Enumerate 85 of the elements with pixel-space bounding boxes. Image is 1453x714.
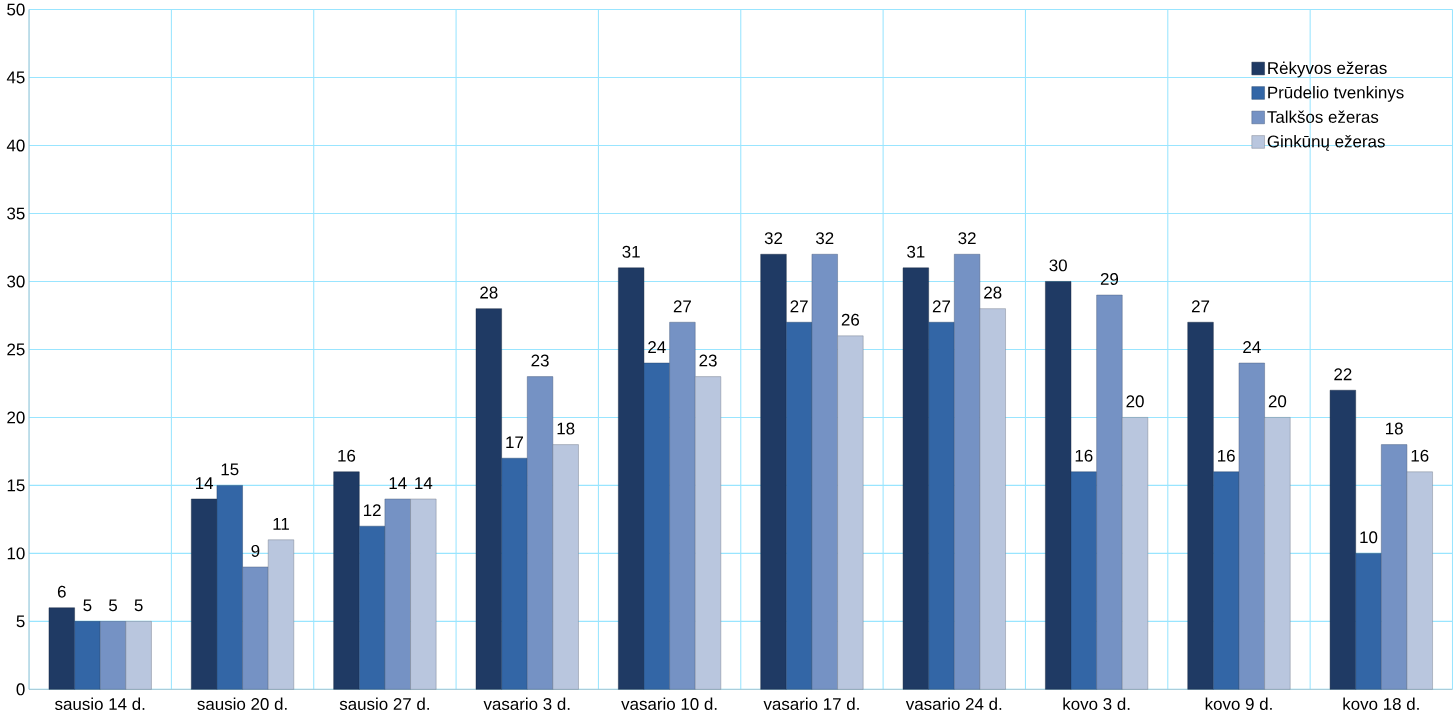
bar [100,621,127,690]
data-label: 27 [673,300,691,313]
data-label: 20 [1268,395,1287,408]
data-label: 5 [109,599,118,612]
legend-label: Rėkyvos ežeras [1268,61,1387,78]
data-label: 14 [415,477,433,490]
y-tick-label: 50 [7,3,25,16]
y-tick-label: 45 [6,71,25,84]
data-label: 5 [134,599,143,612]
data-label: 16 [1218,449,1235,462]
data-label: 31 [907,246,925,258]
y-tick-label: 35 [7,207,25,220]
data-label: 26 [841,313,860,326]
x-tick-label: vasario 3 d. [483,697,570,711]
bar [125,621,152,690]
data-label: 20 [1126,395,1144,408]
x-tick-label: sausio 20 d. [197,697,287,711]
x-tick-label: sausio 27 d. [339,697,429,711]
bar [527,376,554,690]
x-tick-label: kovo 18 d. [1343,697,1419,711]
x-tick-label: sausio 14 d. [55,697,145,711]
x-tick-label: vasario 17 d. [763,697,859,711]
data-label: 27 [790,300,808,313]
data-label: 27 [1191,300,1210,313]
data-label: 29 [1100,273,1119,286]
legend-label: Prūdelio tvenkinys [1268,86,1404,103]
data-label: 32 [815,232,834,245]
y-tick-label: 10 [7,547,25,560]
data-label: 27 [932,300,951,313]
bar [267,539,295,690]
data-label: 22 [1334,368,1352,381]
data-label: 9 [251,545,260,558]
bar [384,499,411,690]
x-tick-label: vasario 24 d. [905,697,1002,711]
bar [979,308,1006,690]
data-label: 32 [958,232,976,245]
data-label: 28 [480,286,498,299]
bar [1238,363,1265,690]
data-label: 15 [221,463,239,476]
y-tick-label: 20 [7,411,25,424]
x-tick-label: kovo 9 d. [1205,697,1272,711]
data-label: 18 [1386,422,1403,435]
data-label: 14 [389,477,407,490]
x-tick-label: vasario 10 d. [621,697,717,711]
data-label: 14 [196,477,214,490]
bar [837,335,864,690]
y-tick-label: 15 [7,479,25,492]
y-tick-label: 30 [7,275,25,288]
data-label: 17 [506,436,523,449]
data-label: 31 [622,246,640,258]
bar [1264,417,1291,690]
data-label: 10 [1360,531,1378,544]
data-label: 16 [1411,449,1429,462]
bar [410,499,437,690]
data-label: 32 [764,232,783,245]
data-label: 28 [984,286,1002,299]
data-label: 6 [57,585,66,598]
data-label: 12 [363,504,381,517]
bar [1122,417,1149,690]
data-label: 16 [338,449,356,462]
y-tick-label: 5 [16,615,25,628]
data-label: 23 [531,354,549,367]
bar [242,566,269,690]
x-tick-label: kovo 3 d. [1063,697,1130,711]
bar [954,254,981,690]
bar [552,444,579,690]
bar [669,322,696,690]
bar [695,376,722,690]
data-label: 24 [1243,341,1261,354]
bar [811,254,838,690]
data-label: 23 [699,354,717,367]
y-tick-label: 40 [6,139,25,152]
data-label: 5 [83,599,92,612]
y-tick-label: 0 [16,683,25,696]
data-label: 11 [273,518,289,530]
data-label: 24 [648,341,666,354]
legend-label: Talkšos ežeras [1267,110,1379,124]
legend-label: Ginkūnų ežeras [1267,135,1385,152]
data-label: 30 [1049,259,1067,272]
bar [1406,471,1433,690]
data-label: 18 [557,422,575,435]
bar [1381,444,1408,690]
data-label: 16 [1075,449,1093,462]
y-tick-label: 25 [7,343,25,356]
bar [1096,295,1123,690]
